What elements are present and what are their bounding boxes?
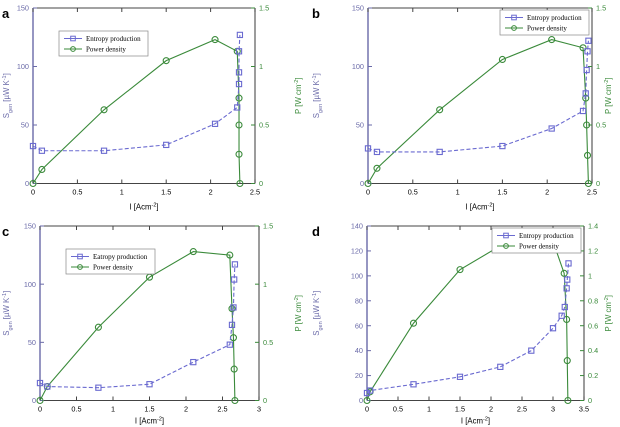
svg-text:0: 0 [365, 404, 369, 413]
svg-text:0.8: 0.8 [588, 296, 598, 305]
svg-text:Entropy production: Entropy production [527, 14, 582, 22]
svg-text:Entropy production: Entropy production [519, 232, 574, 240]
svg-text:40: 40 [355, 346, 363, 355]
svg-text:140: 140 [351, 221, 363, 230]
svg-text:2.5: 2.5 [217, 404, 227, 413]
svg-text:0.5: 0.5 [72, 188, 82, 197]
svg-text:Power density: Power density [527, 25, 567, 33]
svg-text:1.5: 1.5 [263, 221, 273, 230]
svg-text:0.6: 0.6 [588, 321, 598, 330]
svg-text:0: 0 [366, 188, 370, 197]
svg-text:50: 50 [28, 337, 36, 346]
svg-text:1: 1 [120, 188, 124, 197]
svg-text:150: 150 [352, 4, 364, 13]
svg-text:1.5: 1.5 [455, 404, 465, 413]
svg-text:1.2: 1.2 [588, 246, 598, 255]
svg-text:2: 2 [489, 404, 493, 413]
svg-text:1: 1 [263, 279, 267, 288]
svg-text:1.5: 1.5 [596, 4, 606, 13]
svg-text:0.5: 0.5 [263, 337, 273, 346]
svg-text:1.5: 1.5 [259, 4, 269, 13]
svg-text:150: 150 [24, 221, 36, 230]
svg-text:Power density: Power density [519, 242, 559, 250]
svg-text:Entropy production: Entropy production [86, 35, 141, 43]
svg-text:Power density: Power density [86, 46, 126, 54]
svg-text:d: d [312, 224, 320, 239]
svg-text:150: 150 [17, 4, 29, 13]
svg-text:60: 60 [355, 321, 363, 330]
svg-text:1: 1 [596, 62, 600, 71]
svg-text:0: 0 [259, 179, 263, 188]
svg-text:2.5: 2.5 [517, 404, 527, 413]
svg-text:0.5: 0.5 [393, 404, 403, 413]
svg-text:1: 1 [259, 62, 263, 71]
svg-text:0.5: 0.5 [596, 121, 606, 130]
svg-text:c: c [2, 224, 9, 239]
svg-text:0: 0 [263, 396, 267, 405]
svg-text:2.5: 2.5 [250, 188, 260, 197]
svg-text:Power density: Power density [93, 263, 133, 271]
svg-text:1.5: 1.5 [161, 188, 171, 197]
svg-text:80: 80 [355, 296, 363, 305]
svg-text:0: 0 [360, 179, 364, 188]
svg-text:0.4: 0.4 [588, 346, 598, 355]
svg-text:0.5: 0.5 [259, 121, 269, 130]
svg-text:3.5: 3.5 [579, 404, 589, 413]
svg-text:50: 50 [356, 121, 364, 130]
svg-text:120: 120 [351, 246, 363, 255]
svg-text:1: 1 [427, 404, 431, 413]
svg-text:100: 100 [352, 62, 364, 71]
svg-text:0.5: 0.5 [408, 188, 418, 197]
svg-text:1: 1 [111, 404, 115, 413]
svg-text:2: 2 [209, 188, 213, 197]
svg-text:20: 20 [355, 371, 363, 380]
svg-text:2: 2 [545, 188, 549, 197]
svg-text:0: 0 [31, 188, 35, 197]
svg-text:2.5: 2.5 [587, 188, 597, 197]
svg-text:100: 100 [17, 62, 29, 71]
svg-text:a: a [2, 6, 10, 21]
svg-text:0: 0 [25, 179, 29, 188]
svg-text:1: 1 [588, 271, 592, 280]
svg-text:0: 0 [596, 179, 600, 188]
svg-text:2: 2 [184, 404, 188, 413]
svg-text:0: 0 [38, 404, 42, 413]
svg-text:0: 0 [32, 396, 36, 405]
svg-text:3: 3 [257, 404, 261, 413]
svg-text:1.4: 1.4 [588, 221, 598, 230]
svg-text:3: 3 [551, 404, 555, 413]
svg-text:0.5: 0.5 [71, 404, 81, 413]
svg-text:100: 100 [24, 279, 36, 288]
svg-text:1.5: 1.5 [144, 404, 154, 413]
svg-text:0: 0 [359, 396, 363, 405]
svg-text:0.2: 0.2 [588, 371, 598, 380]
svg-text:50: 50 [21, 121, 29, 130]
svg-text:1.5: 1.5 [497, 188, 507, 197]
svg-text:1: 1 [456, 188, 460, 197]
svg-text:0: 0 [588, 396, 592, 405]
svg-text:Eatropy production: Eatropy production [93, 253, 148, 261]
svg-text:b: b [312, 6, 320, 21]
svg-text:100: 100 [351, 271, 363, 280]
